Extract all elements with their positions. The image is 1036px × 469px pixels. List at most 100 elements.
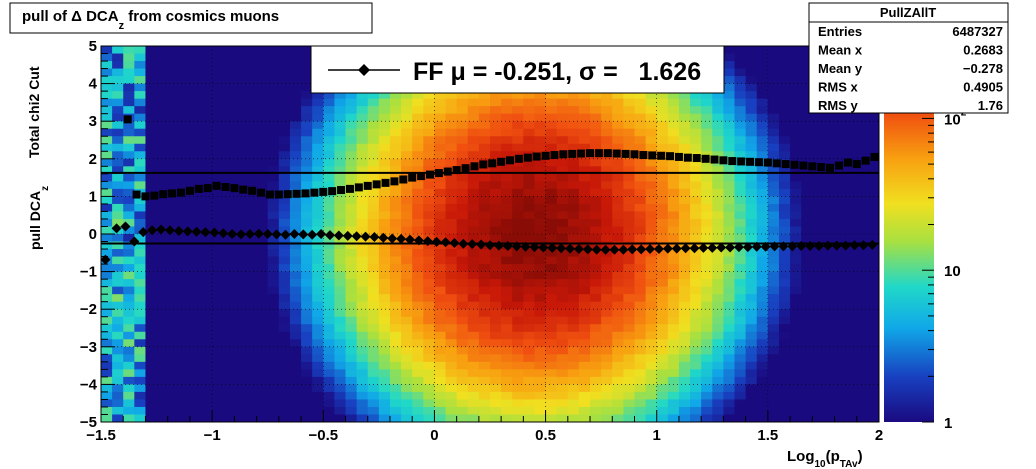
heatmap-cell (634, 264, 647, 273)
heatmap-cell (567, 106, 580, 115)
heatmap-cell (245, 53, 258, 62)
heatmap-cell (301, 279, 313, 288)
heatmap-cell (212, 136, 224, 145)
heatmap-cell (690, 331, 702, 340)
heatmap-cell (278, 91, 291, 100)
heatmap-cell (867, 188, 879, 197)
heatmap-cell (101, 158, 113, 167)
heatmap-cell (612, 294, 624, 303)
heatmap-cell (734, 128, 747, 137)
heatmap-cell (656, 399, 669, 408)
heatmap-cell (712, 181, 724, 190)
heatmap-cell (556, 301, 569, 310)
heatmap-cell (156, 166, 169, 175)
heatmap-cell (567, 158, 580, 167)
heatmap-cell (767, 53, 780, 62)
heatmap-cell (134, 128, 147, 137)
heatmap-cell (734, 414, 747, 422)
profile-point-sigma (808, 162, 817, 171)
heatmap-cell (178, 76, 191, 85)
heatmap-cell (667, 249, 680, 258)
heatmap-cell (401, 279, 413, 288)
heatmap-cell (801, 301, 813, 310)
heatmap-cell (678, 136, 691, 145)
heatmap-cell (212, 369, 224, 378)
heatmap-cell (678, 181, 691, 190)
heatmap-cell (734, 294, 747, 303)
heatmap-cell (723, 406, 736, 416)
heatmap-cell (434, 256, 447, 265)
heatmap-cell (256, 294, 269, 303)
heatmap-cell (690, 384, 702, 393)
profile-point-mean (156, 224, 167, 235)
heatmap-cell (856, 271, 869, 280)
heatmap-cell (345, 399, 358, 408)
heatmap-cell (323, 128, 335, 137)
heatmap-cell (812, 173, 825, 182)
heatmap-cell (101, 279, 113, 288)
heatmap-cell (790, 83, 802, 92)
heatmap-cell (267, 249, 280, 258)
heatmap-cell (501, 346, 513, 355)
heatmap-cell (601, 188, 613, 197)
heatmap-cell (289, 203, 302, 213)
heatmap-cell (745, 271, 758, 280)
heatmap-cell (245, 128, 258, 137)
heatmap-cell (567, 399, 580, 408)
heatmap-cell (867, 271, 879, 280)
heatmap-cell (590, 143, 602, 152)
heatmap-cell (767, 98, 780, 107)
heatmap-cell (512, 376, 524, 385)
heatmap-cell (334, 181, 347, 190)
heatmap-cell (234, 181, 247, 190)
heatmap-cell (634, 369, 647, 378)
heatmap-cell (856, 406, 869, 416)
heatmap-cell (512, 316, 524, 325)
heatmap-cell (812, 331, 825, 340)
heatmap-cell (501, 181, 513, 190)
heatmap-cell (234, 113, 247, 122)
heatmap-cell (590, 98, 602, 107)
heatmap-cell (145, 181, 158, 190)
heatmap-cell (578, 121, 591, 130)
heatmap-cell (445, 173, 458, 182)
heatmap-cell (856, 173, 869, 182)
heatmap-cell (289, 173, 302, 182)
heatmap-cell (556, 414, 569, 422)
heatmap-cell (712, 376, 724, 385)
heatmap-cell (645, 271, 658, 280)
heatmap-cell (634, 158, 647, 167)
heatmap-cell (245, 324, 258, 333)
heatmap-cell (690, 181, 702, 190)
heatmap-cell (523, 271, 536, 280)
heatmap-cell (178, 173, 191, 182)
heatmap-cell (678, 354, 691, 363)
heatmap-cell (667, 256, 680, 265)
heatmap-cell (790, 173, 802, 182)
heatmap-cell (289, 196, 302, 205)
heatmap-cell (434, 324, 447, 333)
heatmap-cell (590, 188, 602, 197)
heatmap-cell (534, 203, 547, 213)
heatmap-cell (667, 286, 680, 295)
heatmap-cell (490, 136, 502, 145)
heatmap-cell (745, 91, 758, 100)
heatmap-cell (323, 151, 335, 160)
heatmap-cell (323, 294, 335, 303)
heatmap-cell (445, 256, 458, 265)
heatmap-cell (856, 218, 869, 228)
heatmap-cell (423, 166, 436, 175)
heatmap-cell (567, 91, 580, 100)
heatmap-cell (212, 76, 224, 85)
stats-value: −0.278 (963, 61, 1003, 76)
heatmap-cell (767, 218, 780, 228)
heatmap-cell (556, 324, 569, 333)
heatmap-cell (501, 369, 513, 378)
heatmap-cell (378, 279, 391, 288)
heatmap-cell (634, 279, 647, 288)
heatmap-cell (601, 414, 613, 422)
heatmap-cell (289, 286, 302, 295)
heatmap-cell (289, 346, 302, 355)
heatmap-cell (756, 316, 769, 325)
heatmap-cell (790, 316, 802, 325)
